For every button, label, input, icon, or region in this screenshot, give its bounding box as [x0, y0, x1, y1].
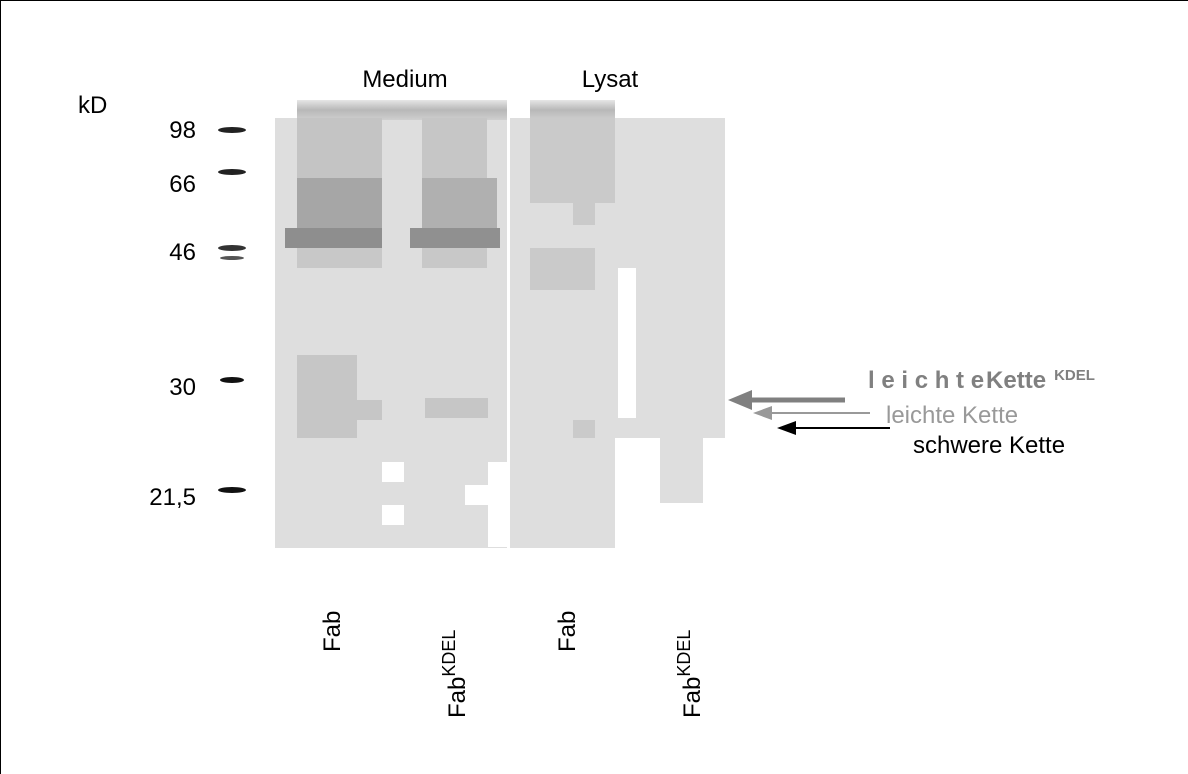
unit-label: kD — [78, 92, 107, 119]
arrows — [728, 390, 890, 435]
marker-bands — [218, 127, 246, 493]
group-label: Medium — [362, 66, 447, 93]
group-label: Lysat — [582, 66, 639, 93]
annotation: schwere Kette — [913, 432, 1065, 459]
lane-label: FabKDEL — [439, 630, 471, 718]
marker-label: 21,5 — [149, 484, 196, 511]
annotation: leichte Kette — [886, 402, 1018, 429]
gel — [275, 100, 725, 548]
lane-label: FabKDEL — [674, 630, 706, 718]
marker-label: 30 — [169, 374, 196, 401]
figure: Medium Lysat kD 98 66 46 30 21,5 Fab Fab… — [0, 0, 1188, 774]
marker-label: 66 — [169, 171, 196, 198]
lane-label: Fab — [554, 611, 581, 652]
marker-label: 46 — [169, 239, 196, 266]
marker-label: 98 — [169, 117, 196, 144]
lane-label: Fab — [319, 611, 346, 652]
